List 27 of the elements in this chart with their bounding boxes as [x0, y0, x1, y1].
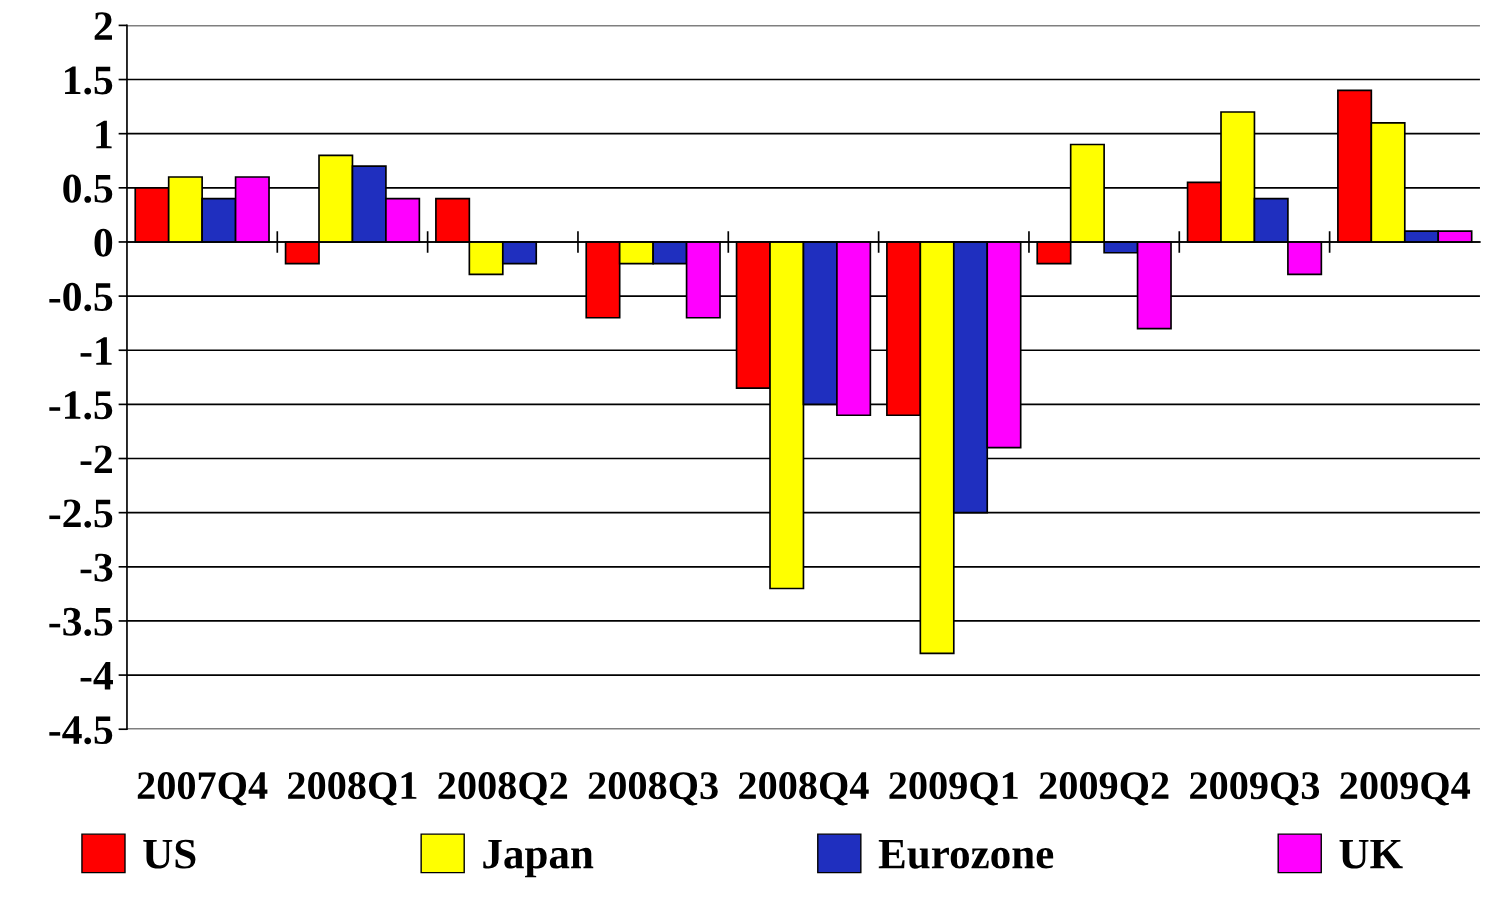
- y-tick-label: -4.5: [49, 716, 113, 745]
- x-tick-label: 2008Q1: [288, 772, 417, 806]
- x-tick-label: 2009Q3: [1190, 772, 1320, 806]
- x-tick-label: 2009Q2: [1039, 772, 1169, 806]
- x-tick-label: 2007Q4: [137, 772, 268, 806]
- y-tick-label: 1: [96, 120, 112, 149]
- y-tick-label: -1: [80, 337, 112, 365]
- y-tick-label: -4: [80, 662, 113, 690]
- x-tick-label: 2008Q4: [739, 772, 869, 806]
- y-tick-label: -2.5: [49, 499, 113, 528]
- y-tick-label: 2: [94, 12, 112, 40]
- x-tick-label: 2009Q4: [1340, 772, 1471, 806]
- legend-label: UK: [1339, 839, 1403, 869]
- y-tick-label: 0: [94, 228, 113, 257]
- y-tick-label: -3: [80, 553, 113, 582]
- y-tick-label: -2: [80, 445, 112, 473]
- legend-label: US: [143, 839, 196, 869]
- y-tick-label: 1.5: [65, 66, 113, 95]
- x-tick-label: 2008Q2: [438, 772, 568, 806]
- x-tick-label: 2009Q1: [889, 772, 1018, 806]
- x-tick-label: 2008Q3: [588, 772, 718, 806]
- y-tick-label: 0.5: [63, 174, 113, 203]
- legend-label: Eurozone: [878, 839, 1054, 869]
- y-tick-label: -1.5: [49, 391, 113, 420]
- y-tick-label: -3.5: [49, 607, 113, 636]
- legend-label: Japan: [483, 839, 594, 878]
- y-tick-label: -0.5: [49, 282, 113, 312]
